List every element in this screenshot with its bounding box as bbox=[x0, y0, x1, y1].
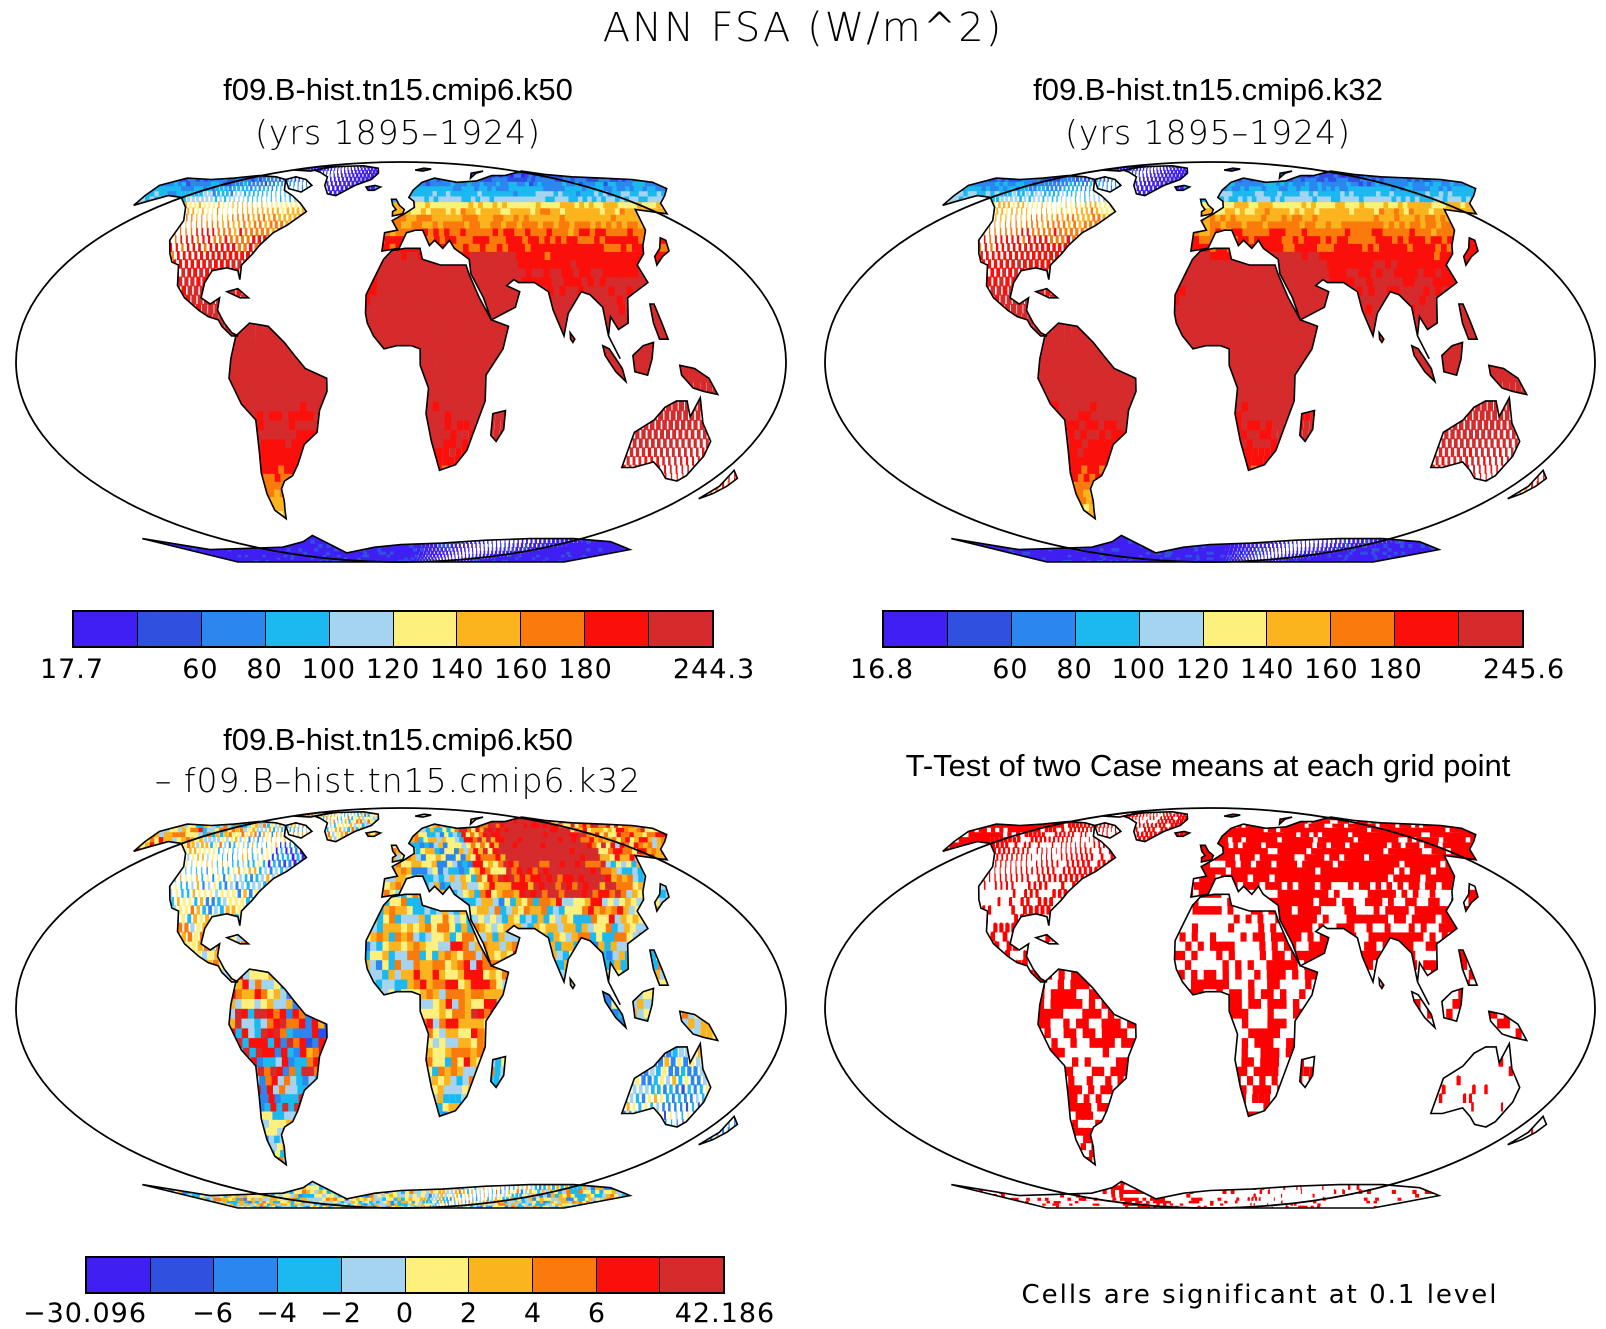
colorbar-tick-label: 140 bbox=[430, 654, 485, 685]
panel3-minus-title: – f09.B–hist.tn15.cmip6.k32 bbox=[155, 764, 641, 797]
coastlines bbox=[942, 164, 1548, 563]
colorbar-tick-label: 244.3 bbox=[673, 654, 755, 685]
map-panel-1 bbox=[15, 161, 787, 563]
colorbar-tick-label: 100 bbox=[1112, 654, 1167, 685]
colorbar-tick-label: −30.096 bbox=[23, 1298, 147, 1329]
colorbar-tick-label: 4 bbox=[524, 1298, 542, 1329]
colorbar-swatch bbox=[1459, 612, 1523, 646]
colorbar-tick-label: 0 bbox=[396, 1298, 414, 1329]
colorbar-swatch bbox=[87, 1258, 151, 1292]
colorbar-swatch bbox=[405, 1258, 470, 1292]
colorbar-panel-2 bbox=[882, 610, 1524, 648]
map-frame bbox=[15, 807, 787, 1209]
colorbar-swatch bbox=[457, 612, 522, 646]
panel2-years: (yrs 1895–1924) bbox=[1065, 116, 1351, 149]
significance-note: Cells are significant at 0.1 level bbox=[1021, 1282, 1498, 1308]
colorbar-tick-label: −6 bbox=[192, 1298, 234, 1329]
colorbar-swatch bbox=[532, 1258, 597, 1292]
colorbar-swatch bbox=[74, 612, 138, 646]
colorbar-tick-label: 245.6 bbox=[1483, 654, 1565, 685]
colorbar-swatch bbox=[1011, 612, 1076, 646]
map-panel-4 bbox=[824, 807, 1596, 1209]
colorbar-tick-label: 180 bbox=[558, 654, 613, 685]
map-panel-3 bbox=[15, 807, 787, 1209]
colorbar-swatch bbox=[469, 1258, 533, 1292]
colorbar-swatch bbox=[521, 612, 586, 646]
colorbar-tick-label: −2 bbox=[320, 1298, 362, 1329]
colorbar-swatch bbox=[596, 1258, 661, 1292]
colorbar-tick-label: 80 bbox=[1056, 654, 1092, 685]
colorbar-swatch bbox=[585, 612, 650, 646]
colorbar-swatch bbox=[329, 612, 394, 646]
coastlines bbox=[942, 810, 1548, 1209]
colorbar-swatch bbox=[884, 612, 948, 646]
panel4-title: T-Test of two Case means at each grid po… bbox=[906, 750, 1511, 781]
land-field bbox=[942, 165, 1547, 562]
colorbar-swatch bbox=[1395, 612, 1460, 646]
colorbar-tick-label: −4 bbox=[256, 1298, 298, 1329]
colorbar-swatch bbox=[1331, 612, 1396, 646]
map-panel-2 bbox=[824, 161, 1596, 563]
land-field bbox=[133, 165, 738, 562]
colorbar-swatch bbox=[660, 1258, 724, 1292]
colorbar-swatch bbox=[1139, 612, 1204, 646]
colorbar-swatch bbox=[150, 1258, 215, 1292]
map-frame bbox=[824, 807, 1596, 1209]
colorbar-tick-label: 60 bbox=[182, 654, 218, 685]
colorbar-swatch bbox=[1267, 612, 1332, 646]
colorbar-tick-label: 60 bbox=[992, 654, 1028, 685]
colorbar-tick-label: 180 bbox=[1368, 654, 1423, 685]
colorbar-tick-label: 16.8 bbox=[850, 654, 914, 685]
colorbar-panel-1 bbox=[72, 610, 714, 648]
colorbar-tick-label: 120 bbox=[1176, 654, 1231, 685]
map-frame bbox=[824, 161, 1596, 563]
colorbar-panel-2-ticks: 16.8 60 80 100 120 140 160 180 245.6 bbox=[850, 654, 1564, 685]
colorbar-swatch bbox=[265, 612, 330, 646]
colorbar-swatch bbox=[341, 1258, 406, 1292]
colorbar-swatch bbox=[214, 1258, 279, 1292]
colorbar-swatch bbox=[947, 612, 1012, 646]
panel1-case-title: f09.B-hist.tn15.cmip6.k50 bbox=[223, 74, 573, 105]
colorbar-swatch bbox=[649, 612, 713, 646]
colorbar-tick-label: 160 bbox=[1304, 654, 1359, 685]
colorbar-panel-1-ticks: 17.7 60 80 100 120 140 160 180 244.3 bbox=[40, 654, 754, 685]
coastlines bbox=[133, 164, 739, 563]
colorbar-panel-3-ticks: −30.096 −6 −4 −2 0 2 4 6 42.186 bbox=[23, 1298, 774, 1329]
colorbar-swatch bbox=[201, 612, 266, 646]
colorbar-tick-label: 100 bbox=[302, 654, 357, 685]
colorbar-swatch bbox=[1075, 612, 1140, 646]
map-frame bbox=[15, 161, 787, 563]
panel2-case-title: f09.B-hist.tn15.cmip6.k32 bbox=[1033, 74, 1383, 105]
colorbar-tick-label: 80 bbox=[246, 654, 282, 685]
colorbar-swatch bbox=[278, 1258, 342, 1292]
main-title: ANN FSA (W/m^2) bbox=[603, 8, 1004, 48]
colorbar-tick-label: 140 bbox=[1240, 654, 1295, 685]
colorbar-swatch bbox=[1203, 612, 1268, 646]
colorbar-swatch bbox=[393, 612, 458, 646]
colorbar-tick-label: 120 bbox=[366, 654, 421, 685]
colorbar-swatch bbox=[137, 612, 202, 646]
colorbar-tick-label: 6 bbox=[588, 1298, 606, 1329]
panel3-case-title: f09.B-hist.tn15.cmip6.k50 bbox=[223, 724, 573, 755]
colorbar-tick-label: 2 bbox=[460, 1298, 478, 1329]
colorbar-tick-label: 160 bbox=[494, 654, 549, 685]
land-field bbox=[942, 811, 1547, 1208]
land-field bbox=[133, 811, 738, 1208]
panel1-years: (yrs 1895–1924) bbox=[255, 116, 541, 149]
colorbar-tick-label: 42.186 bbox=[675, 1298, 775, 1329]
colorbar-tick-label: 17.7 bbox=[40, 654, 104, 685]
colorbar-panel-3 bbox=[85, 1256, 725, 1294]
